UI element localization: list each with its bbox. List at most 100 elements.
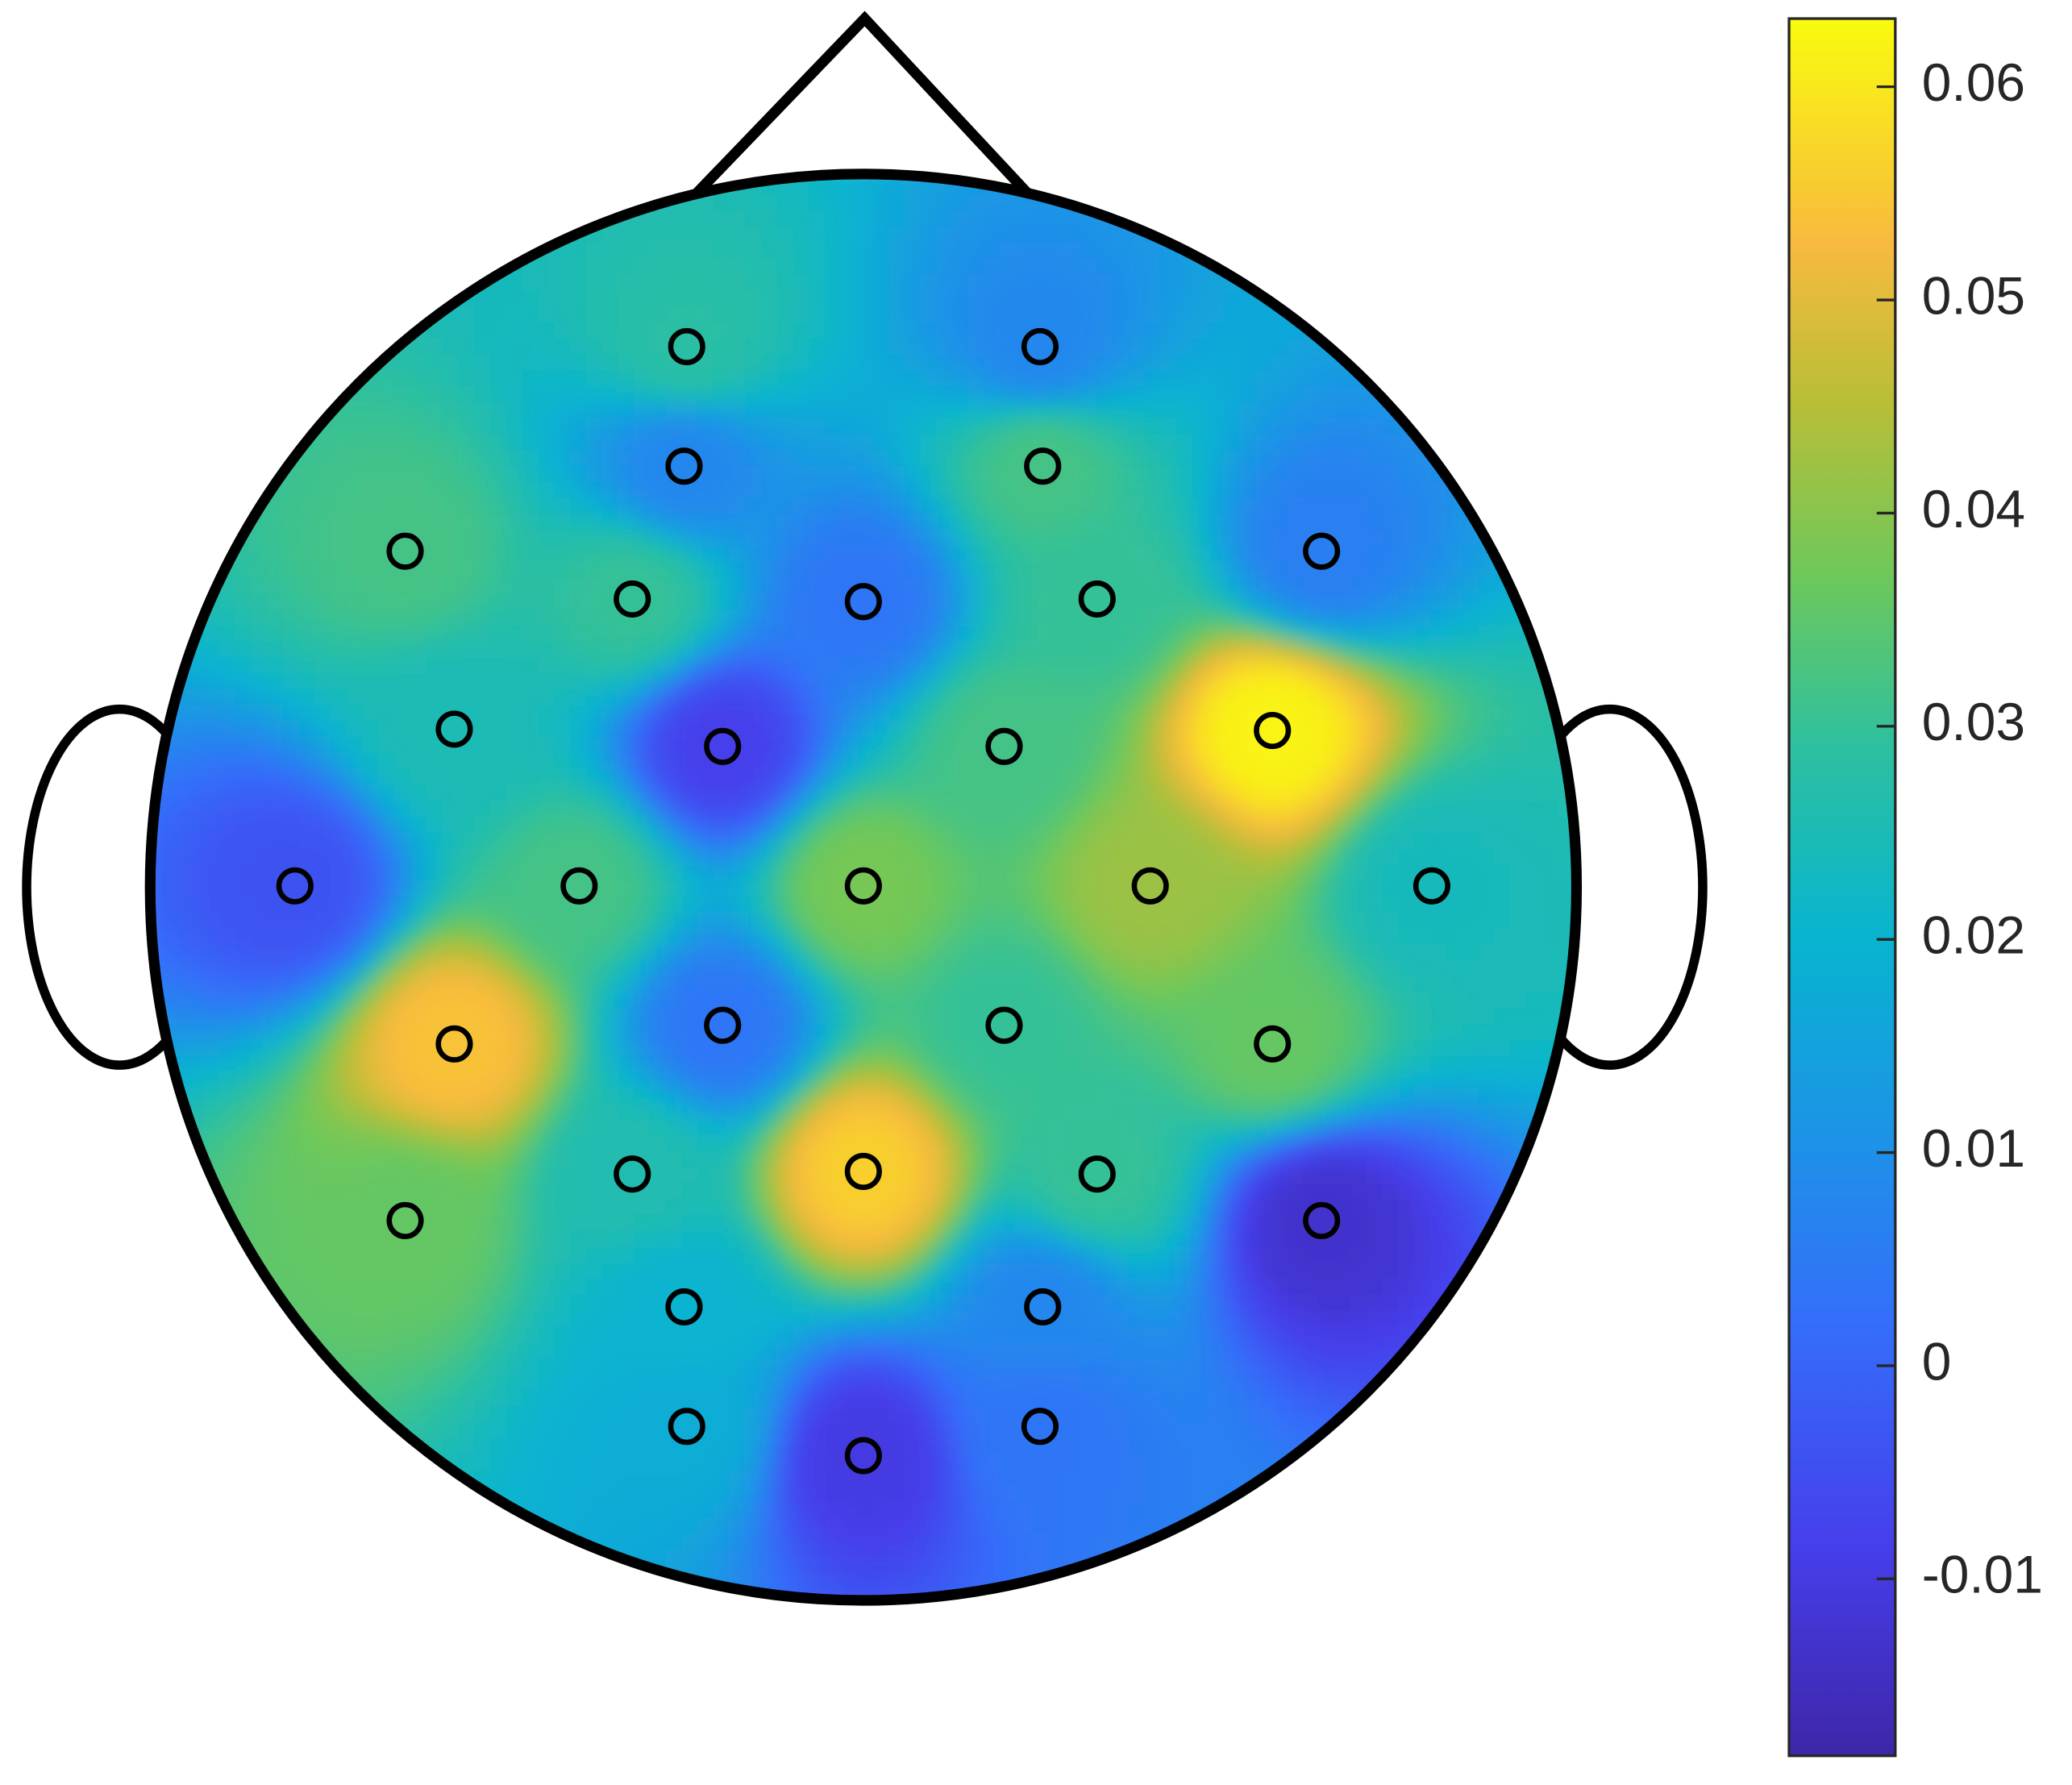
map-cell: [426, 784, 443, 802]
map-cell: [1382, 992, 1400, 1009]
map-cell: [840, 450, 858, 468]
map-cell: [1478, 832, 1496, 850]
map-cell: [1239, 657, 1256, 675]
map-cell: [1047, 177, 1065, 181]
map-cell: [809, 1071, 826, 1089]
map-cell: [1287, 481, 1304, 499]
map-cell: [282, 705, 300, 722]
map-cell: [554, 434, 571, 451]
map-cell: [967, 768, 985, 786]
map-cell: [665, 721, 683, 739]
map-cell: [920, 1103, 938, 1121]
map-cell: [776, 418, 794, 435]
map-cell: [681, 530, 698, 547]
map-cell: [458, 657, 476, 675]
map-cell: [697, 227, 714, 244]
map-cell: [697, 768, 714, 786]
map-cell: [1350, 944, 1368, 962]
map-cell: [554, 274, 571, 292]
map-cell: [793, 912, 810, 930]
map-cell: [1191, 577, 1209, 595]
map-cell: [1303, 753, 1320, 770]
map-cell: [825, 1039, 842, 1057]
map-cell: [888, 514, 905, 531]
map-cell: [967, 434, 985, 451]
map-cell: [697, 370, 714, 388]
map-cell: [697, 912, 714, 930]
map-cell: [601, 450, 619, 468]
map-cell: [856, 450, 874, 468]
map-cell: [506, 546, 523, 563]
map-cell: [825, 322, 842, 340]
map-cell: [506, 689, 523, 706]
map-cell: [984, 434, 1001, 451]
map-cell: [872, 960, 890, 977]
map-cell: [1207, 370, 1225, 388]
map-cell: [952, 784, 969, 802]
map-cell: [1414, 944, 1432, 962]
map-cell: [1254, 832, 1272, 850]
map-cell: [506, 1088, 523, 1105]
map-cell: [458, 689, 476, 706]
map-cell: [1159, 928, 1176, 946]
map-cell: [569, 832, 587, 850]
map-cell: [601, 1039, 619, 1057]
map-cell: [362, 418, 380, 435]
map-cell: [1207, 497, 1225, 515]
map-cell: [522, 370, 539, 388]
map-cell: [1239, 689, 1256, 706]
map-cell: [840, 1103, 858, 1121]
map-cell: [793, 801, 810, 818]
map-cell: [1000, 1151, 1017, 1168]
map-cell: [888, 306, 905, 324]
map-cell: [506, 1055, 523, 1073]
map-cell: [1159, 1103, 1176, 1121]
map-cell: [474, 243, 491, 260]
map-cell: [1414, 577, 1432, 595]
map-cell: [1494, 1103, 1512, 1121]
map-cell: [1271, 386, 1288, 404]
map-cell: [1207, 1088, 1225, 1105]
map-cell: [410, 514, 427, 531]
map-cell: [1430, 481, 1448, 499]
map-cell: [984, 801, 1001, 818]
map-cell: [761, 546, 778, 563]
map-cell: [936, 784, 954, 802]
map-cell: [1334, 657, 1352, 675]
map-cell: [267, 896, 284, 913]
map-cell: [665, 1024, 683, 1041]
map-cell: [298, 753, 316, 770]
map-cell: [904, 721, 922, 739]
map-cell: [1446, 832, 1463, 850]
map-cell: [1414, 705, 1432, 722]
map-cell: [793, 610, 810, 626]
map-cell: [569, 992, 587, 1009]
map-cell: [1271, 896, 1288, 913]
map-cell: [1367, 689, 1383, 706]
map-cell: [474, 259, 491, 276]
map-cell: [378, 1088, 396, 1105]
map-cell: [267, 530, 284, 547]
map-cell: [697, 976, 714, 993]
map-cell: [697, 418, 714, 435]
map-cell: [952, 354, 969, 372]
map-cell: [1175, 641, 1192, 659]
map-cell: [442, 928, 460, 946]
map-cell: [1175, 259, 1192, 276]
map-cell: [1334, 593, 1352, 611]
map-cell: [1175, 546, 1192, 563]
map-cell: [840, 481, 858, 499]
map-cell: [1111, 610, 1129, 626]
map-cell: [362, 1151, 380, 1168]
map-cell: [538, 880, 555, 897]
map-cell: [362, 1088, 380, 1105]
map-cell: [1367, 1135, 1383, 1153]
map-cell: [1367, 450, 1383, 468]
map-cell: [1207, 625, 1225, 643]
map-cell: [442, 610, 460, 626]
map-cell: [776, 274, 794, 292]
map-cell: [713, 944, 730, 962]
map-cell: [776, 259, 794, 276]
map-cell: [1510, 817, 1527, 834]
map-cell: [1414, 1071, 1432, 1089]
